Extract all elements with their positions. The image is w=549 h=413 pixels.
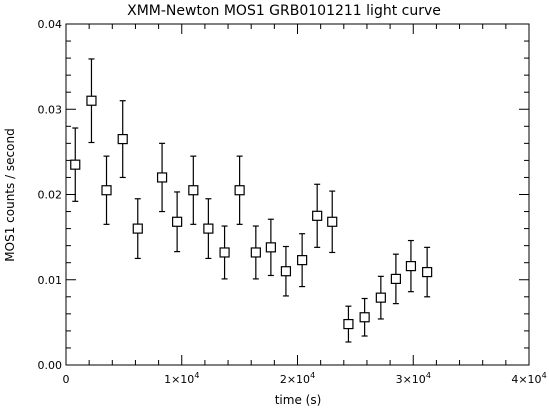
- data-point: [117, 133, 128, 145]
- data-point: [297, 255, 308, 266]
- data-point: [343, 318, 354, 330]
- x-tick-label: 0: [63, 373, 70, 386]
- data-markers: [70, 95, 433, 330]
- x-tick-exponent: 4: [310, 371, 315, 380]
- data-point: [219, 247, 230, 258]
- data-point: [280, 266, 292, 277]
- data-point: [132, 223, 143, 234]
- data-point: [172, 216, 183, 227]
- data-point: [156, 172, 168, 183]
- x-tick-exponent: 4: [426, 371, 431, 380]
- data-point: [188, 185, 199, 196]
- data-point: [86, 95, 97, 106]
- y-tick-label: 0.02: [38, 189, 63, 202]
- y-tick-label: 0.03: [38, 103, 63, 116]
- x-tick-label: 1×104: [164, 371, 199, 386]
- chart-title: XMM-Newton MOS1 GRB0101211 light curve: [127, 3, 441, 19]
- data-point: [422, 266, 433, 278]
- plot-frame: [65, 23, 530, 366]
- x-tick-label: 2×104: [280, 371, 315, 386]
- data-point: [375, 292, 386, 303]
- y-tick-label: 0.04: [38, 18, 63, 31]
- data-point: [70, 159, 81, 170]
- data-point: [312, 210, 323, 221]
- data-point: [234, 185, 245, 196]
- data-point: [390, 273, 401, 284]
- x-tick-label: 3×104: [396, 371, 431, 386]
- x-tick-exponent: 4: [542, 371, 547, 380]
- y-axis-label: MOS1 counts / second: [3, 128, 17, 261]
- y-tick-label: 0.01: [38, 274, 63, 287]
- x-axis-label: time (s): [275, 393, 322, 407]
- data-point: [359, 312, 370, 323]
- data-point: [265, 242, 276, 253]
- error-bars: [72, 58, 431, 343]
- data-point: [327, 216, 338, 227]
- y-tick-label: 0.00: [38, 359, 63, 372]
- data-point: [250, 247, 261, 258]
- axis-ticks: [65, 23, 530, 366]
- x-tick-label: 4×104: [511, 371, 546, 386]
- x-tick-exponent: 4: [194, 371, 199, 380]
- data-point: [101, 185, 112, 196]
- axis-tick-labels: 0 1×104 2×104 3×104 4×104 0.00 0.01 0.02 0.03 0.0…: [38, 18, 547, 386]
- data-point: [203, 223, 214, 234]
- data-point: [405, 261, 417, 272]
